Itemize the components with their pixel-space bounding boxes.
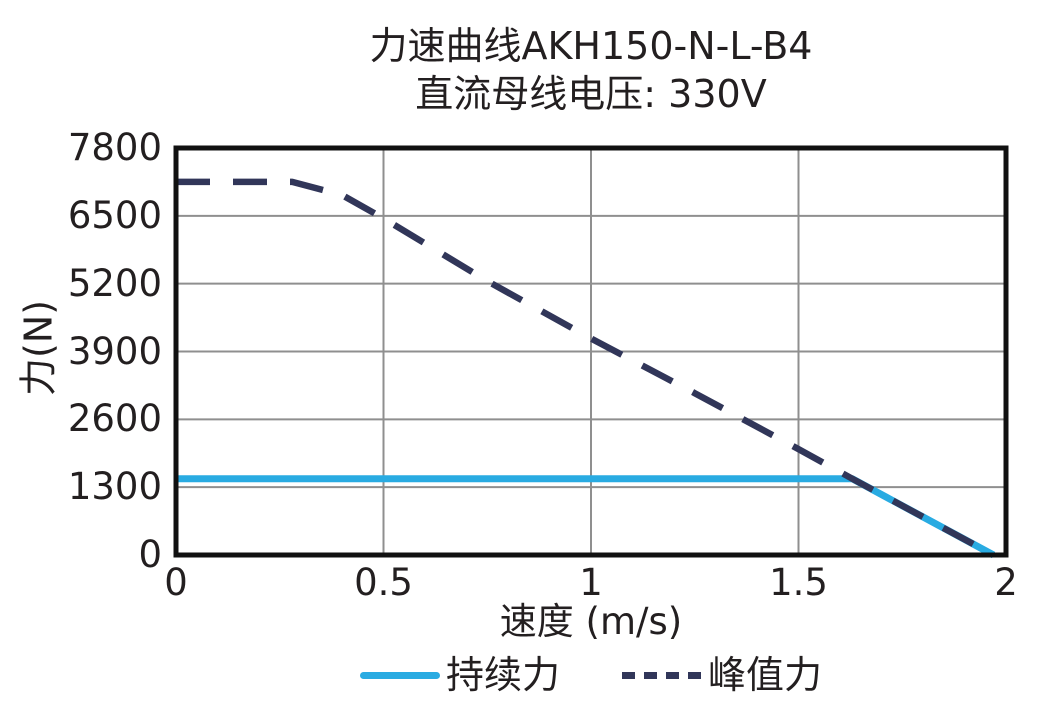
continuous-force-line-swatch [359, 671, 440, 679]
x-axis-title: 速度 (m/s) [499, 600, 683, 643]
legend-label-continuous-force: 持续力 [445, 653, 560, 697]
series-line-peak-force [176, 178, 996, 558]
y-tick-label: 3900 [67, 329, 162, 373]
legend-item-peak-force: 峰值力 [622, 651, 822, 699]
legend-item-continuous-force: 持续力 [359, 651, 560, 699]
x-tick-label: 2 [994, 561, 1018, 604]
y-tick-label: 5200 [67, 261, 162, 305]
y-tick-label: 6500 [67, 193, 162, 237]
y-tick-label: 7800 [67, 126, 162, 169]
y-tick-label: 2600 [67, 397, 162, 441]
legend-label-peak-force: 峰值力 [708, 653, 823, 697]
x-tick-label: 1 [579, 561, 603, 604]
x-tick-label: 0.5 [354, 561, 413, 604]
legend: 持续力 峰值力 [116, 651, 1061, 699]
y-tick-label: 1300 [67, 465, 162, 509]
x-tick-label: 0 [164, 561, 188, 604]
chart-title: 力速曲线AKH150-N-L-B4 [369, 24, 813, 68]
chart-subtitle: 直流母线电压: 330V [415, 72, 767, 116]
x-tick-label: 1.5 [769, 561, 828, 604]
plot-border [173, 145, 1009, 558]
peak-force-line-swatch [622, 671, 702, 679]
y-tick-label: 0 [138, 533, 162, 576]
chart-title-block: 力速曲线AKH150-N-L-B4 直流母线电压: 330V [116, 22, 1061, 118]
